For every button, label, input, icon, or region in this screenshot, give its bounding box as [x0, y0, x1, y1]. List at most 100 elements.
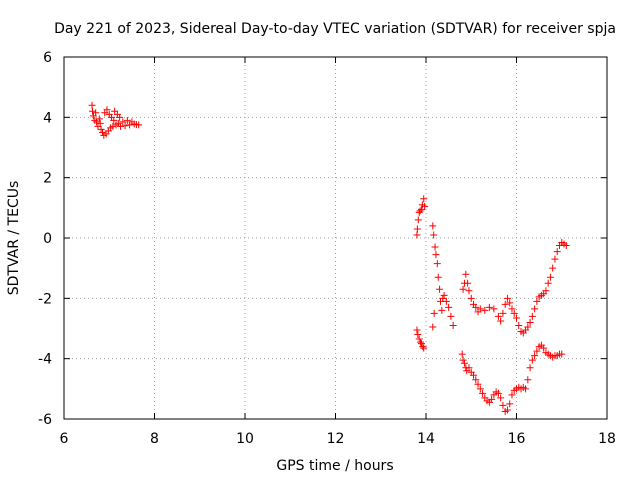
data-point [472, 376, 480, 384]
data-point [89, 107, 97, 115]
data-point [458, 350, 466, 358]
data-point [440, 291, 448, 299]
data-point [447, 312, 455, 320]
data-point [533, 347, 541, 355]
data-point [494, 389, 502, 397]
data-point [528, 356, 536, 364]
data-point [526, 364, 534, 372]
data-point [485, 303, 493, 311]
data-point [490, 305, 498, 313]
data-point [562, 242, 570, 250]
data-point [417, 205, 425, 213]
data-point [430, 309, 438, 317]
data-point [439, 294, 447, 302]
data-point [413, 326, 421, 334]
data-point [414, 331, 422, 339]
data-point [503, 294, 511, 302]
data-point [95, 115, 103, 123]
data-point [551, 255, 559, 263]
data-point [459, 285, 467, 293]
data-point [508, 305, 516, 313]
data-point [432, 251, 440, 259]
data-point [119, 118, 127, 126]
data-point [506, 299, 514, 307]
data-point [528, 312, 536, 320]
data-point [430, 231, 438, 239]
grid [64, 57, 607, 419]
data-point [417, 338, 425, 346]
data-point [503, 406, 511, 414]
data-point [413, 225, 421, 233]
data-point [414, 216, 422, 224]
data-point [501, 300, 509, 308]
data-point [459, 356, 467, 364]
data-point [98, 128, 106, 136]
y-axis-label: SDTVAR / TECUs [6, 181, 22, 296]
data-point [515, 321, 523, 329]
data-point [476, 305, 484, 313]
x-tick-label: 18 [598, 431, 616, 447]
data-point [508, 391, 516, 399]
data-point [96, 119, 104, 127]
y-tick-labels: -6 -4 -2 0 2 4 6 [38, 50, 52, 428]
data-point [470, 371, 478, 379]
data-point [103, 106, 111, 114]
data-point [421, 202, 429, 210]
data-point [460, 359, 468, 367]
data-point [419, 343, 427, 351]
data-point [506, 400, 514, 408]
y-tick-label: -2 [38, 291, 52, 307]
data-point [445, 303, 453, 311]
data-point [474, 380, 482, 388]
data-point [116, 113, 124, 121]
data-point [88, 101, 96, 109]
data-point [533, 297, 541, 305]
data-point [462, 270, 470, 278]
data-point [494, 312, 502, 320]
data-point [429, 222, 437, 230]
data-point [553, 248, 561, 256]
data-point [420, 344, 428, 352]
data-point [467, 294, 475, 302]
data-point [433, 260, 441, 268]
data-point [464, 279, 472, 287]
data-point [436, 285, 444, 293]
x-tick-label: 6 [60, 431, 69, 447]
data-point [420, 195, 428, 203]
data-point [465, 364, 473, 372]
y-tick-label: -4 [38, 352, 52, 368]
data-point [415, 335, 423, 343]
data-point [481, 306, 489, 314]
data-point [499, 309, 507, 317]
data-point [497, 317, 505, 325]
data-point [117, 122, 125, 130]
data-point [121, 122, 129, 130]
data-point [558, 350, 566, 358]
data-point [479, 389, 487, 397]
x-axis-label: GPS time / hours [276, 458, 393, 474]
data-point [540, 344, 548, 352]
data-point [416, 207, 424, 215]
data-point [413, 231, 421, 239]
x-tick-labels: 6 8 10 12 14 16 18 [60, 431, 616, 447]
data-point [429, 323, 437, 331]
y-tick-label: 6 [43, 50, 52, 66]
data-point [497, 394, 505, 402]
data-point [110, 116, 118, 124]
data-point [417, 340, 425, 348]
data-points [88, 101, 570, 415]
data-point [531, 352, 539, 360]
y-tick-label: -6 [38, 412, 52, 428]
data-point [510, 309, 518, 317]
x-tick-label: 8 [150, 431, 159, 447]
x-tick-label: 10 [236, 431, 254, 447]
data-point [465, 287, 473, 295]
y-tick-label: 4 [43, 110, 52, 126]
data-point [549, 264, 557, 272]
data-point [442, 297, 450, 305]
data-point [546, 273, 554, 281]
data-point [524, 323, 532, 331]
data-point [524, 376, 532, 384]
data-point [92, 109, 100, 117]
